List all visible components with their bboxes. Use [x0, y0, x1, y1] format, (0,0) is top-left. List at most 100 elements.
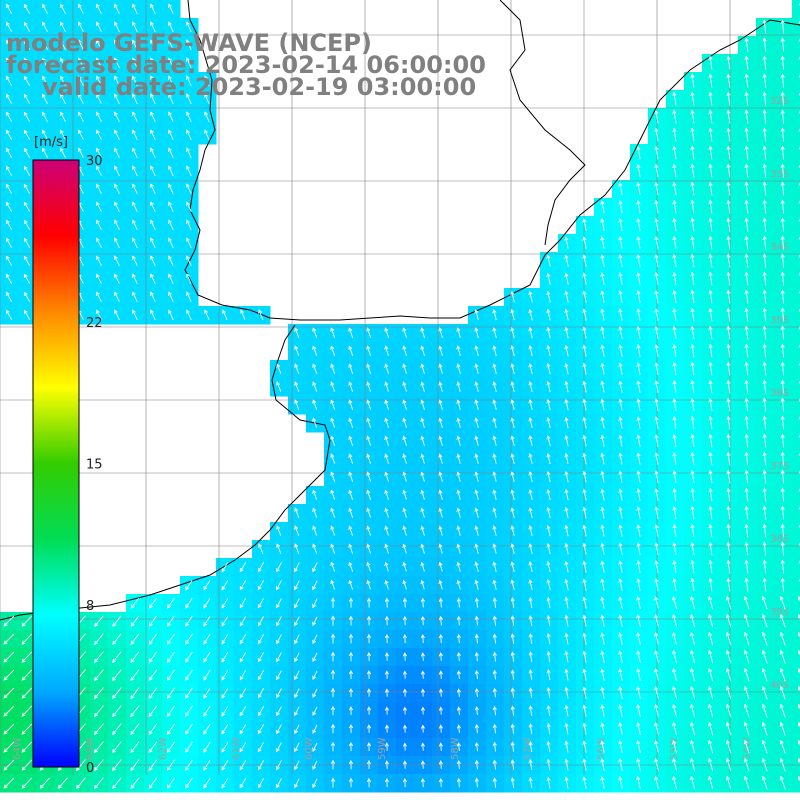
- wind-arrow: [726, 433, 731, 448]
- wind-arrow: [672, 703, 678, 718]
- wind-arrow: [312, 778, 318, 789]
- wind-arrow: [21, 741, 33, 753]
- wind-arrow: [492, 507, 497, 518]
- wind-arrow: [564, 326, 569, 339]
- wind-arrow: [708, 577, 713, 592]
- wind-arrow: [690, 577, 695, 592]
- wind-speed-cell: [792, 270, 800, 289]
- wind-arrow: [257, 670, 264, 681]
- wind-arrow: [257, 778, 264, 789]
- wind-arrow: [456, 345, 461, 357]
- wind-arrow: [690, 523, 695, 538]
- latitude-label: 38S: [770, 534, 789, 545]
- wind-arrow: [654, 775, 659, 790]
- wind-arrow: [600, 704, 605, 717]
- wind-arrow: [618, 704, 623, 717]
- wind-arrow: [366, 724, 372, 733]
- wind-arrow: [312, 417, 318, 428]
- wind-arrow: [510, 651, 515, 662]
- wind-arrow: [636, 506, 641, 519]
- wind-arrow: [654, 326, 659, 340]
- wind-arrow: [130, 669, 140, 682]
- wind-arrow: [582, 668, 587, 681]
- wind-arrow: [726, 127, 731, 142]
- wind-arrow: [672, 649, 678, 664]
- wind-arrow: [600, 200, 605, 213]
- wind-arrow: [420, 417, 425, 428]
- wind-arrow: [779, 721, 786, 736]
- wind-arrow: [690, 343, 695, 358]
- wind-arrow: [96, 165, 102, 176]
- wind-arrow: [797, 613, 800, 620]
- wind-arrow: [203, 741, 211, 753]
- wind-arrow: [366, 777, 371, 788]
- wind-arrow: [294, 525, 300, 536]
- wind-arrow: [23, 165, 30, 176]
- wind-arrow: [780, 235, 785, 250]
- wind-arrow: [510, 489, 515, 501]
- wind-arrow: [366, 742, 372, 751]
- wind-arrow: [726, 487, 731, 502]
- wind-arrow: [239, 598, 247, 609]
- wind-arrow: [762, 271, 767, 286]
- wind-arrow: [618, 776, 623, 790]
- wind-arrow: [708, 217, 713, 232]
- wind-arrow: [420, 724, 425, 733]
- wind-arrow: [23, 75, 30, 86]
- wind-arrow: [510, 308, 515, 321]
- wind-arrow: [23, 111, 30, 122]
- wind-arrow: [797, 757, 800, 764]
- wind-arrow: [582, 614, 587, 627]
- wind-arrow: [221, 759, 229, 771]
- wind-arrow: [5, 75, 12, 86]
- wind-arrow: [132, 57, 138, 68]
- wind-arrow: [474, 777, 479, 788]
- longitude-label: 62W: [158, 737, 169, 760]
- wind-arrow: [348, 615, 354, 626]
- wind-arrow: [744, 523, 749, 538]
- wind-arrow: [582, 506, 587, 519]
- wind-arrow: [798, 38, 800, 42]
- wind-arrow: [420, 561, 425, 572]
- wind-arrow: [618, 380, 623, 393]
- wind-arrow: [456, 489, 461, 500]
- wind-arrow: [690, 307, 695, 322]
- wind-arrow: [761, 685, 768, 700]
- wind-arrow: [78, 3, 84, 14]
- wind-arrow: [150, 273, 156, 284]
- wind-arrow: [384, 471, 389, 482]
- wind-arrow: [112, 633, 122, 646]
- wind-arrow: [564, 776, 569, 789]
- wind-arrow: [744, 73, 749, 88]
- wind-arrow: [348, 327, 354, 338]
- wind-arrow: [402, 615, 407, 626]
- wind-arrow: [743, 721, 750, 736]
- wind-arrow: [690, 649, 696, 664]
- wind-arrow: [564, 704, 569, 717]
- wind-arrow: [257, 760, 264, 771]
- wind-arrow: [312, 616, 318, 627]
- wind-arrow: [132, 111, 138, 122]
- wind-arrow: [654, 452, 659, 465]
- wind-arrow: [726, 379, 731, 394]
- wind-arrow: [294, 616, 300, 627]
- wind-arrow: [23, 291, 30, 302]
- longitude-label: 57W: [523, 737, 534, 760]
- wind-arrow: [384, 507, 389, 518]
- wind-arrow: [708, 505, 713, 520]
- wind-arrow: [384, 489, 389, 500]
- wind-arrow: [636, 380, 641, 393]
- wind-arrow: [510, 525, 515, 537]
- wind-arrow: [96, 255, 102, 266]
- wind-arrow: [492, 308, 497, 321]
- wind-arrow: [420, 597, 425, 608]
- wind-arrow: [564, 398, 569, 411]
- wind-arrow: [779, 631, 786, 646]
- wind-arrow: [438, 652, 443, 661]
- wind-arrow: [474, 706, 479, 716]
- wind-arrow: [221, 562, 229, 573]
- wind-arrow: [94, 687, 104, 700]
- wind-arrow: [366, 345, 372, 356]
- wind-arrow: [744, 469, 749, 484]
- wind-arrow: [672, 145, 677, 160]
